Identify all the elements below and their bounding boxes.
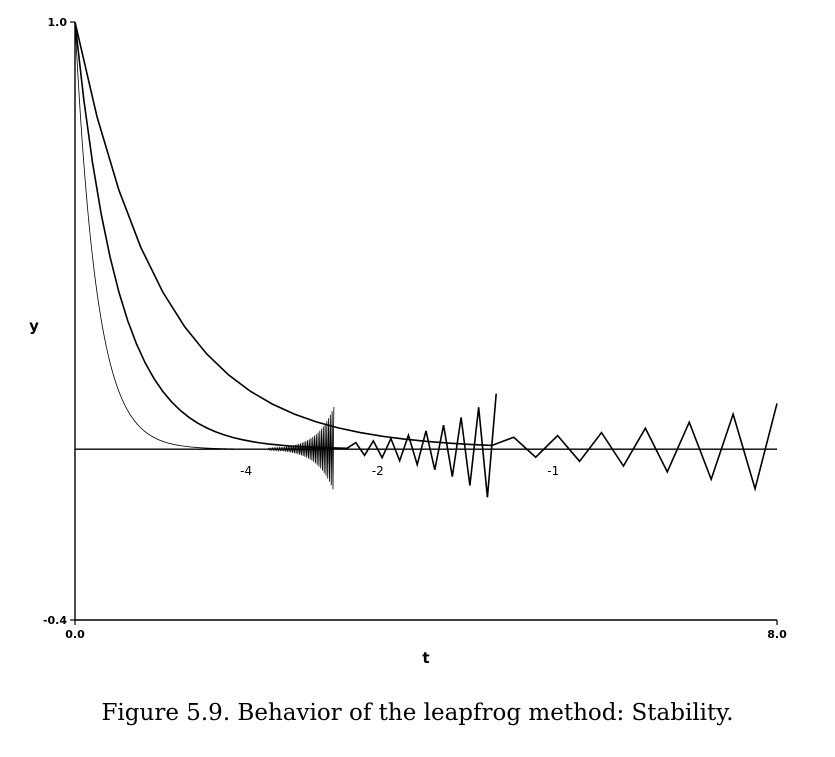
y-tick-label-top: 1.0 — [48, 16, 68, 29]
series-label-1: -4 — [240, 464, 252, 478]
series-label-2: -2 — [372, 464, 384, 478]
chart-svg: 1.0 -0.4 0.0 8.0 y t -4 -2 -1 — [29, 16, 787, 667]
series-line-2 — [74, 21, 497, 498]
x-tick-label-right: 8.0 — [767, 628, 787, 641]
series-line-1 — [74, 21, 335, 490]
x-tick-label-left: 0.0 — [65, 628, 85, 641]
y-tick-label-bottom: -0.4 — [43, 614, 67, 627]
y-axis-label: y — [29, 317, 39, 335]
series-label-3: -1 — [547, 464, 559, 478]
figure-caption: Figure 5.9. Behavior of the leapfrog met… — [101, 700, 734, 726]
series-layer: -4 -2 -1 — [74, 21, 778, 498]
series-line-3 — [74, 21, 778, 492]
x-axis-label: t — [422, 649, 429, 667]
